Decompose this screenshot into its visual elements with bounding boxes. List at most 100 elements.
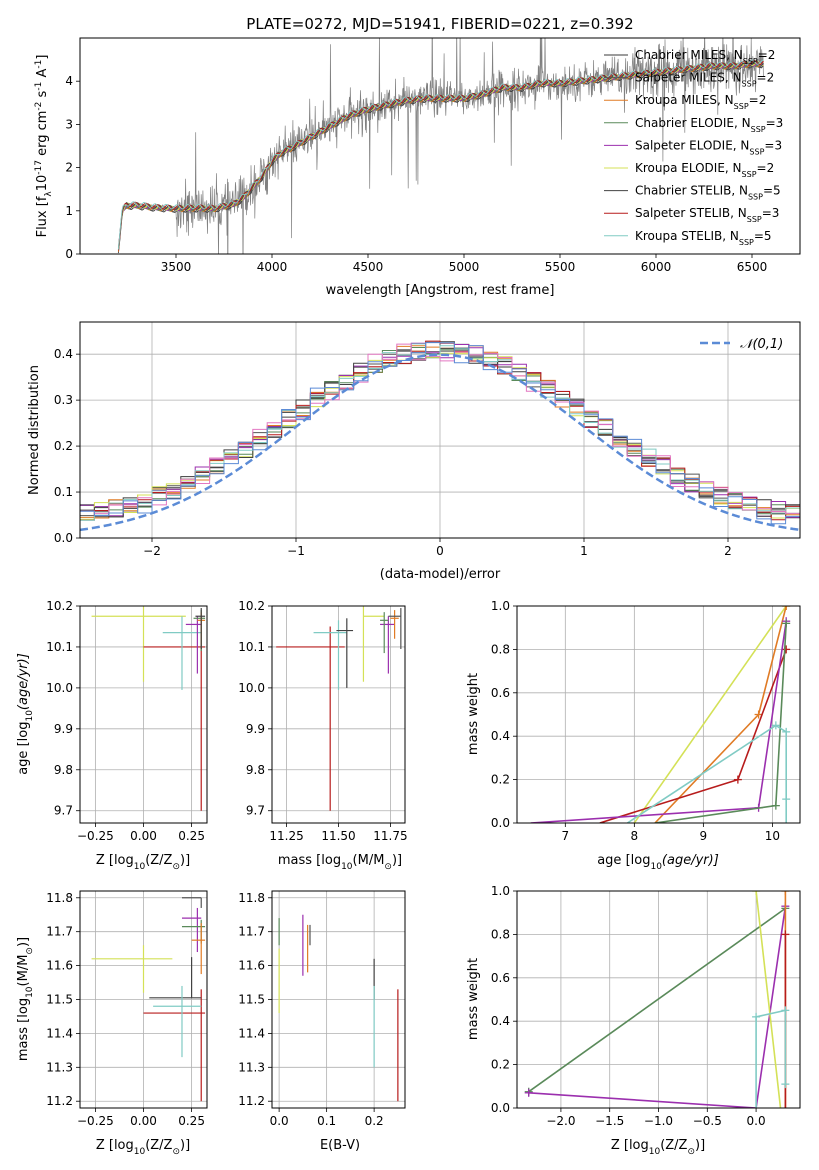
y-axis-label: Normed distribution <box>27 365 42 495</box>
model-line-kroupa-stelib <box>117 59 764 250</box>
label-part: -17 <box>34 160 44 175</box>
weight-vs-Z-panel: −2.0 −1.5 −1.0 −0.5 0.0 0.0 0.2 0.4 0.6 0.8 1.0 Z [… <box>466 884 801 1157</box>
label-part: 10 <box>341 862 353 872</box>
x-tick-label: 0.00 <box>130 829 157 843</box>
plot-area <box>117 38 764 254</box>
label-part: 10 <box>25 710 35 722</box>
x-tick-label: 10 <box>765 829 780 843</box>
y-axis-label: mass [log10(M/M⊙)] <box>16 937 35 1061</box>
label-part: )] <box>392 853 402 868</box>
weight-line-kroupa-elodie <box>755 891 782 1108</box>
x-tick-label: −2.0 <box>546 1114 575 1128</box>
legend-name: Salpeter MILES, N <box>635 71 742 85</box>
y-tick-label: 10.2 <box>238 599 265 613</box>
y-tick-label: 9.9 <box>54 722 73 736</box>
label-part: A <box>35 69 50 82</box>
legend-sub: SSP <box>742 170 757 179</box>
legend-sub: SSP <box>748 192 763 201</box>
axes-frame <box>516 890 801 1109</box>
x-tick-label: 5500 <box>545 260 576 274</box>
legend-name: Kroupa MILES, N <box>635 93 734 107</box>
legend-entry: Chabrier MILES, NSSP=2 <box>635 48 775 66</box>
y-tick-label: 0.6 <box>491 971 510 985</box>
label-part: ⊙ <box>384 862 392 872</box>
y-tick-label: 11.7 <box>46 925 73 939</box>
y-tick-label: 4 <box>65 74 73 88</box>
legend-name: Salpeter ELODIE, N <box>635 138 749 152</box>
x-axis-label: wavelength [Angstrom, rest frame] <box>326 283 555 298</box>
legend-nssp: =5 <box>763 184 781 198</box>
label-part: 10 <box>650 862 662 872</box>
x-tick-label: 11.50 <box>321 829 355 843</box>
label-part: 10 <box>25 986 35 998</box>
y-tick-label: 11.8 <box>46 891 73 905</box>
x-tick-label: 4500 <box>353 260 384 274</box>
y-tick-label: 11.4 <box>46 1026 73 1040</box>
mass-vs-EBV-panel: 0.0 0.1 0.2 11.2 11.3 11.4 11.5 11.6 11.7 11.8 E(B… <box>238 890 406 1153</box>
y-tick-label: 11.3 <box>238 1060 265 1074</box>
histogram-extra <box>80 342 800 529</box>
y-axis-label: age [log10(age/yr)] <box>16 653 35 775</box>
axes-frame <box>79 890 208 1109</box>
y-tick-label: 1.0 <box>491 884 510 898</box>
label-part: (Z/Z <box>145 853 172 868</box>
x-tick-label: 4000 <box>257 260 288 274</box>
axes-frame <box>79 321 801 539</box>
y-tick-label: 11.8 <box>238 891 265 905</box>
x-tick-label: 6000 <box>641 260 672 274</box>
y-tick-label: 1.0 <box>491 599 510 613</box>
label-part: λ <box>44 191 54 197</box>
legend-nssp: =5 <box>754 229 772 243</box>
legend-entry: Kroupa ELODIE, NSSP=2 <box>635 161 774 179</box>
y-tick-label: 10.0 <box>238 681 265 695</box>
plot-area <box>91 606 206 811</box>
legend-name: Chabrier ELODIE, N <box>635 116 751 130</box>
model-line-chabrier-stelib <box>117 60 764 250</box>
x-tick-label: 7 <box>561 829 569 843</box>
x-axis-label: Z [log10(Z/Z⊙)] <box>96 853 190 872</box>
x-axis-label: mass [log10(M/M⊙)] <box>278 853 402 872</box>
label-part: -1 <box>34 82 44 91</box>
plot-area <box>530 606 791 823</box>
legend-nssp: =2 <box>749 93 767 107</box>
legend-name: Chabrier MILES, N <box>635 48 743 62</box>
y-tick-label: 0.8 <box>491 642 510 656</box>
label-part: s <box>35 90 50 101</box>
legend-sub: SSP <box>743 57 758 66</box>
legend-nssp: =3 <box>764 138 782 152</box>
y-tick-label: 9.7 <box>54 804 73 818</box>
x-tick-label: −2 <box>143 544 161 558</box>
label-part: Z [log <box>611 1138 649 1153</box>
x-tick-label: −0.25 <box>77 829 114 843</box>
x-tick-label: 0.00 <box>130 1114 157 1128</box>
x-tick-label: 1 <box>580 544 588 558</box>
legend-sub: SSP <box>749 147 764 156</box>
legend-entry: Salpeter STELIB, NSSP=3 <box>635 206 779 224</box>
y-tick-label: 0.4 <box>491 1014 510 1028</box>
x-tick-label: 3500 <box>161 260 192 274</box>
model-line-kroupa-miles <box>117 62 764 252</box>
x-tick-label: 6500 <box>737 260 768 274</box>
legend-nssp: =2 <box>757 71 775 85</box>
y-axis-label: mass weight <box>466 673 481 755</box>
figure-title: PLATE=0272, MJD=51941, FIBERID=0221, z=0… <box>246 15 633 33</box>
x-tick-label: 5000 <box>449 260 480 274</box>
label-part: )] <box>180 853 190 868</box>
legend-name: Chabrier STELIB, N <box>635 184 748 198</box>
legend-sub: SSP <box>751 124 766 133</box>
spectrum-panel: 3500 4000 4500 5000 5500 6000 6500 0 1 2 3 4 Chabrie… <box>34 37 801 298</box>
y-tick-label: 0.2 <box>491 1058 510 1072</box>
legend-name: Kroupa STELIB, N <box>635 229 739 243</box>
label-part: (age/yr)] <box>16 653 31 710</box>
y-axis-label: Flux [fλ10-17 erg cm-2 s-1 A-1] <box>34 55 54 238</box>
mass-vs-Z-panel: −0.25 0.00 0.25 11.2 11.3 11.4 11.5 11.6 11.7 11.… <box>16 890 208 1157</box>
label-part: 10 <box>35 175 50 192</box>
x-tick-label: 0.25 <box>178 829 205 843</box>
y-tick-label: 9.9 <box>246 722 265 736</box>
label-part: Z [log <box>96 1138 134 1153</box>
legend-nssp: =3 <box>762 206 780 220</box>
y-tick-label: 0.4 <box>491 729 510 743</box>
x-tick-label: 0.1 <box>317 1114 336 1128</box>
legend-sub: SSP <box>739 237 754 246</box>
